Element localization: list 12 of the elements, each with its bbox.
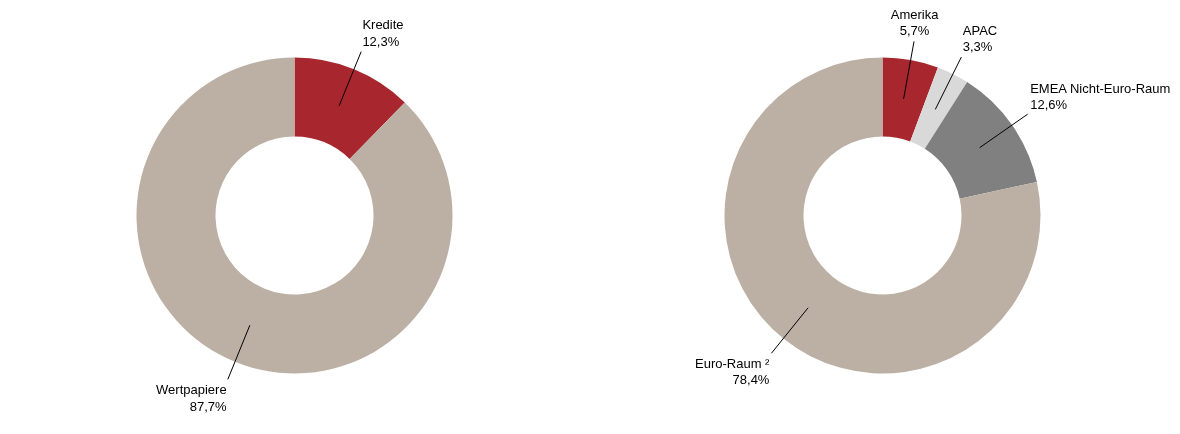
- slice-label: Euro-Raum ²: [695, 355, 771, 371]
- data-label: 12,3%: [362, 33, 400, 49]
- data-label: 78,4%: [732, 372, 770, 388]
- slice-label: Kredite: [362, 17, 404, 33]
- data-label: 87,7%: [189, 398, 228, 414]
- data-label: 12,6%: [1030, 97, 1068, 113]
- data-label: 5,7%: [899, 23, 930, 39]
- slice-label: Wertpapiere: [156, 382, 227, 398]
- slice-label: EMEA Nicht-Euro-Raum: [1030, 80, 1171, 96]
- data-label: 3,3%: [962, 39, 993, 55]
- slice-label: Amerika: [890, 6, 940, 22]
- slice-label: APAC: [962, 22, 998, 38]
